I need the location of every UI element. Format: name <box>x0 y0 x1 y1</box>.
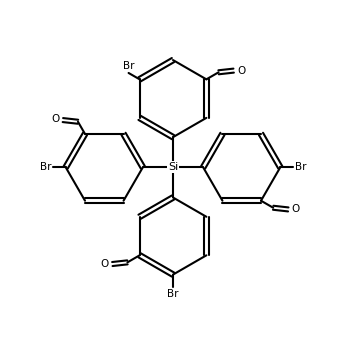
Text: Si: Si <box>168 162 178 172</box>
Text: Br: Br <box>123 61 134 71</box>
Text: Br: Br <box>40 162 51 172</box>
Text: Br: Br <box>167 289 179 299</box>
Text: O: O <box>292 204 300 214</box>
Text: O: O <box>51 114 60 124</box>
Text: O: O <box>237 66 245 76</box>
Text: O: O <box>101 259 109 269</box>
Text: Br: Br <box>295 162 306 172</box>
